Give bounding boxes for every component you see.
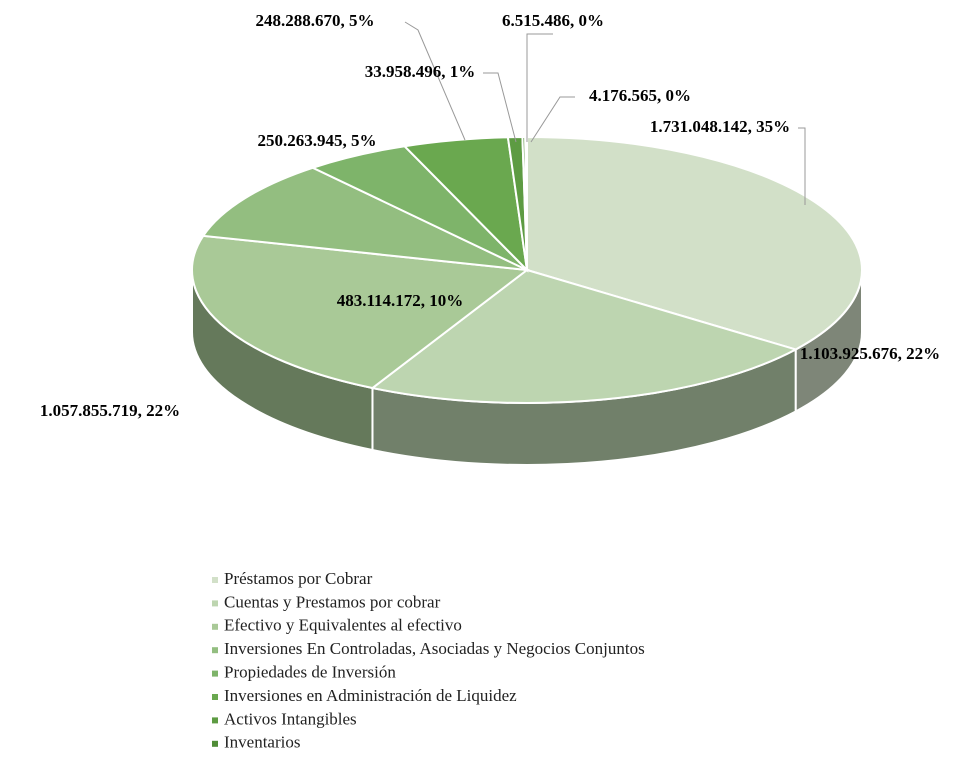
data-label: 248.288.670, 5% [256,11,375,30]
legend-label: Propiedades de Inversión [224,663,396,682]
legend-label: Préstamos por Cobrar [224,569,373,588]
data-label: 483.114.172, 10% [337,291,464,310]
legend-label: Cuentas y Prestamos por cobrar [224,592,441,611]
pie-slice [526,135,863,351]
legend-swatch [212,740,218,747]
pie-slice [191,234,530,390]
leader-line [404,21,466,141]
pie-slice [201,166,528,271]
leader-line [483,72,517,143]
data-label: 1.103.925.676, 22% [800,344,940,363]
data-label: 6.515.486, 0% [502,11,604,30]
legend-label: Inventarios [224,733,300,752]
legend-label: Inversiones en Administración de Liquide… [224,686,517,705]
leader-line [526,33,553,142]
legend-swatch [212,670,218,677]
legend-swatch [212,600,218,607]
pie-slice [370,268,799,404]
legend-label: Activos Intangibles [224,709,357,728]
legend-swatch [212,717,218,724]
data-label: 1.731.048.142, 35% [650,117,790,136]
legend-label: Inversiones En Controladas, Asociadas y … [224,639,645,658]
data-label: 33.958.496, 1% [365,62,476,81]
legend-label: Efectivo y Equivalentes al efectivo [224,616,462,635]
data-label: 4.176.565, 0% [589,86,691,105]
leader-line [530,96,575,143]
legend-swatch [212,577,218,583]
legend-swatch [212,623,218,630]
leader-line [798,127,806,205]
data-label: 250.263.945, 5% [258,131,377,150]
legend-swatch [212,694,218,700]
legend-swatch [212,647,218,654]
data-label: 1.057.855.719, 22% [40,401,180,420]
